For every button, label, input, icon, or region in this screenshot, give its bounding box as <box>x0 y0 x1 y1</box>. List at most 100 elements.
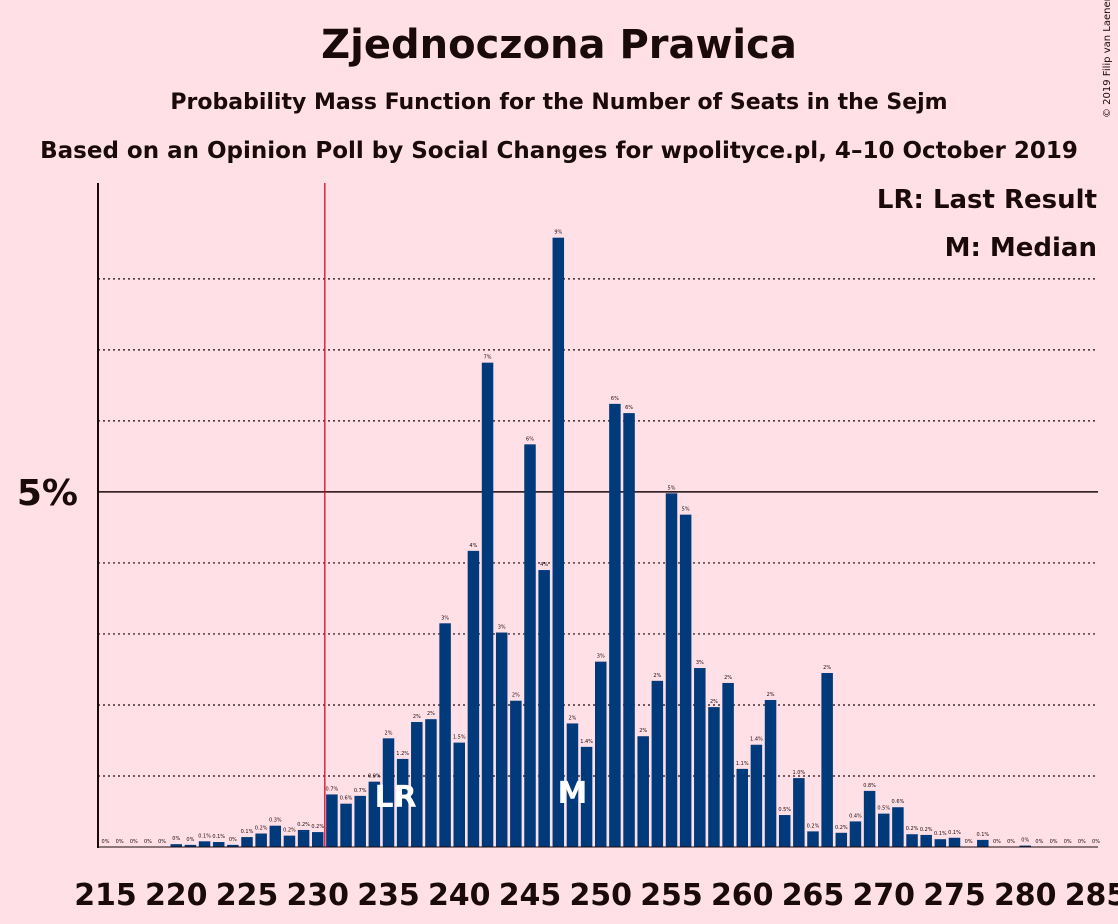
bar-value-label: 1.5% <box>453 735 466 741</box>
bar-value-label: 3% <box>696 660 704 666</box>
bar-value-label: 0% <box>158 839 166 845</box>
bar-value-label: 0.2% <box>255 826 268 832</box>
bar-value-label: 0.2% <box>920 827 933 833</box>
bar-value-label: 2% <box>385 730 393 736</box>
bar-value-label: 6% <box>625 405 633 411</box>
bar-value-label: 0% <box>1035 839 1043 845</box>
bar-value-label: 0.2% <box>311 824 324 830</box>
bar <box>340 803 352 847</box>
bar <box>977 839 989 847</box>
bar <box>212 842 225 847</box>
bar-value-label: 0.6% <box>340 796 353 802</box>
bar-value-label: 2% <box>568 715 576 721</box>
bar <box>934 839 947 847</box>
bar-value-label: 0% <box>186 837 194 843</box>
x-tick-label: 265 <box>782 878 845 913</box>
bar <box>382 738 395 847</box>
bar-value-label: 0.9% <box>368 774 381 780</box>
bar <box>283 835 296 847</box>
bar <box>297 829 310 847</box>
bar <box>892 807 904 847</box>
bar-value-label: 0% <box>1021 838 1029 844</box>
bar <box>495 632 508 847</box>
bar-value-label: 0% <box>229 837 237 843</box>
bar-value-label: 0% <box>993 839 1001 845</box>
bar-value-label: 4% <box>469 543 477 549</box>
bar-value-label: 0.3% <box>269 818 282 824</box>
bar-value-label: 6% <box>526 436 534 442</box>
bar <box>580 746 593 847</box>
x-tick-label: 260 <box>711 878 774 913</box>
bar-value-label: 0.7% <box>354 788 367 794</box>
bar <box>396 758 409 847</box>
bar-value-label: 0% <box>965 839 973 845</box>
legend-entry: M: Median <box>945 233 1097 263</box>
chart-source-line: Based on an Opinion Poll by Social Chang… <box>40 138 1078 164</box>
bar <box>821 673 833 847</box>
bar-value-label: 3% <box>597 654 605 660</box>
bar-value-label: 0% <box>172 836 180 842</box>
bar-value-label: 0.1% <box>976 832 989 838</box>
bar <box>920 834 932 847</box>
bar-value-label: 1.4% <box>750 737 763 743</box>
bar-value-label: 2% <box>413 714 421 720</box>
bar <box>906 834 918 847</box>
bar-value-label: 2% <box>639 728 647 734</box>
bar <box>863 790 876 847</box>
bar-value-label: 9% <box>554 230 562 236</box>
bar-value-label: 7% <box>484 355 492 361</box>
bar-value-label: 0.2% <box>283 828 296 834</box>
bar-value-label: 1.2% <box>396 751 409 757</box>
bar-value-label: 2% <box>653 673 661 679</box>
bar-value-label: 2% <box>767 692 775 698</box>
bar <box>524 444 536 847</box>
bar-value-label: 2% <box>427 711 435 717</box>
bar <box>566 723 579 847</box>
bar-value-label: 5% <box>668 485 676 491</box>
bar-value-label: 1.4% <box>580 739 593 745</box>
chart-subtitle: Probability Mass Function for the Number… <box>170 90 948 115</box>
bar <box>722 682 734 847</box>
bar-value-label: 2% <box>512 693 520 699</box>
bar-value-label: 0.1% <box>212 834 225 840</box>
x-tick-label: 225 <box>216 878 279 913</box>
bar <box>1019 845 1031 847</box>
bar <box>326 794 338 847</box>
bar <box>481 362 494 847</box>
bar-value-label: 0.1% <box>934 831 947 837</box>
bar <box>849 821 862 847</box>
x-tick-label: 240 <box>428 878 491 913</box>
bar <box>948 837 961 847</box>
x-tick-label: 245 <box>499 878 562 913</box>
bar <box>453 742 465 847</box>
bar <box>368 781 381 847</box>
bar <box>750 744 763 847</box>
bar <box>665 493 678 847</box>
bar-value-label: 0.8% <box>863 783 876 789</box>
bar <box>510 700 522 847</box>
bar <box>411 722 423 847</box>
bar <box>198 841 211 847</box>
bar-value-label: 0.2% <box>906 826 919 832</box>
bar <box>778 815 791 847</box>
bar <box>255 833 267 847</box>
bar <box>170 844 182 847</box>
bar-value-label: 0.1% <box>198 833 211 839</box>
bar-value-label: 0% <box>1050 839 1058 845</box>
bar-value-label: 0.2% <box>835 825 848 831</box>
bar-value-label: 1.0% <box>792 770 805 776</box>
bar-value-label: 0.1% <box>241 829 254 835</box>
bar <box>793 778 805 847</box>
x-tick-label: 230 <box>286 878 349 913</box>
bar-value-label: 1.1% <box>736 761 749 767</box>
bar-value-label: 3% <box>441 615 449 621</box>
bar-value-label: 0% <box>1078 839 1086 845</box>
bar <box>708 707 720 847</box>
bar-value-label: 0.2% <box>807 823 820 829</box>
chart-title: Zjednoczona Prawica <box>321 22 797 68</box>
bar <box>467 550 480 847</box>
bar-value-label: 0.4% <box>849 813 862 819</box>
x-tick-label: 235 <box>357 878 420 913</box>
bar <box>269 825 282 847</box>
